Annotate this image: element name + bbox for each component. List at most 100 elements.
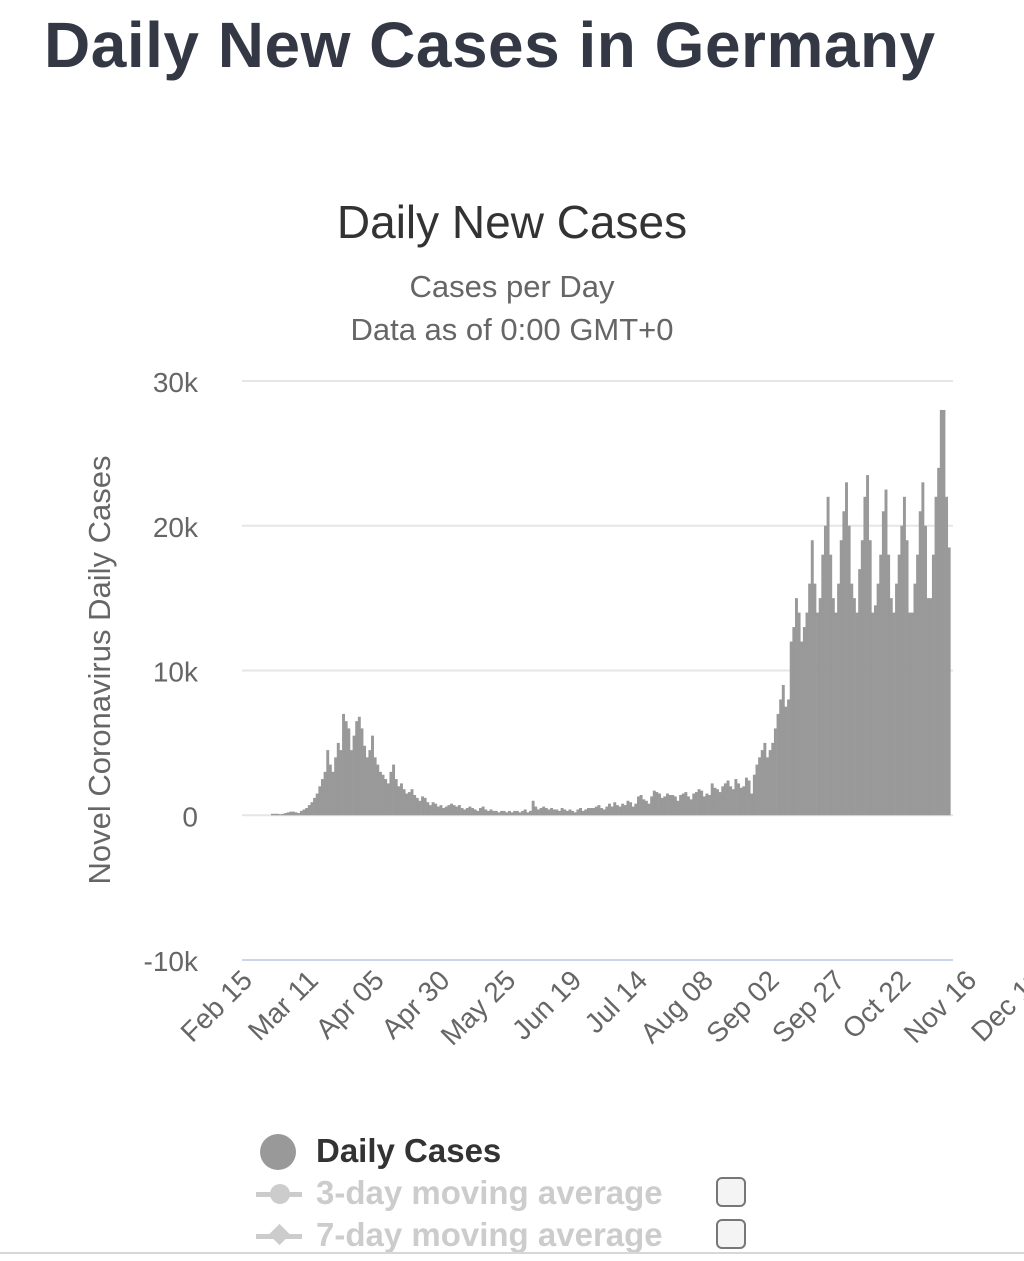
bar [315,793,319,816]
legend-label-3-day-average: 3-day moving average [316,1174,663,1211]
bar [629,802,633,816]
bar [810,540,814,816]
bar [363,745,367,816]
bar [465,808,469,816]
bar [839,540,843,816]
bar [289,811,293,816]
legend-item-7-day-average[interactable]: 7-day moving average [250,1214,810,1256]
checkbox-7-day-average[interactable] [716,1219,746,1249]
bar [605,806,609,816]
bar [473,809,477,816]
bar [421,796,424,816]
bar [829,554,833,816]
bar [734,779,738,816]
bar [444,806,448,816]
bar [660,797,664,816]
bar [845,482,848,816]
bar [586,808,590,816]
y-tick-label: 10k [153,657,199,688]
bar [710,783,714,816]
bar [581,810,585,816]
bar [318,786,322,816]
bar [700,790,704,816]
bar [650,796,654,816]
bar [834,612,838,816]
bar [608,803,611,816]
bar [852,598,856,816]
bar [639,794,643,816]
bar [665,793,669,816]
bar [600,808,604,816]
bar [771,742,775,816]
bar [766,757,769,816]
bar [400,783,403,816]
bar [494,810,498,816]
bar [939,409,943,816]
x-tick-label: Sep 02 [700,964,785,1049]
bar [802,627,806,816]
bar [702,796,706,816]
bar [313,797,317,816]
bar [447,805,451,816]
bar [284,813,288,816]
legend-item-3-day-average[interactable]: 3-day moving average [250,1172,810,1214]
bar [294,812,298,816]
bar [929,598,933,816]
bar [273,813,277,816]
bar [523,809,527,816]
bar [668,794,672,816]
bar [326,750,330,816]
bar [913,583,917,816]
bar [818,598,822,816]
bar [310,802,314,816]
bar [863,496,867,816]
bar [855,612,859,816]
bar [897,554,901,816]
bar [426,802,430,816]
bar [689,799,693,816]
bar [542,806,546,816]
bar [752,774,756,816]
bar [713,787,717,816]
bar [376,764,380,816]
checkbox-3-day-average[interactable] [716,1177,746,1207]
bar [331,771,335,816]
bar [336,742,340,816]
bar [634,803,638,816]
bar [905,540,909,816]
bar [518,812,522,816]
bar [386,783,390,816]
circle-marker-icon [270,1184,290,1204]
bar [371,735,374,816]
bar [655,792,659,816]
bar [800,641,804,816]
bar [681,793,685,816]
bar [431,802,435,816]
bar [942,409,946,816]
bar [887,554,891,816]
y-axis-title: Novel Coronavirus Daily Cases [82,456,117,885]
bar [378,771,382,816]
daily-cases-chart: Daily New Cases Cases per Day Data as of… [82,196,1024,1051]
bar [397,786,401,816]
bar [476,810,480,816]
bar [910,612,914,816]
bar [468,806,472,816]
bar [945,496,949,816]
x-tick-label: Jun 19 [506,964,587,1045]
bar [602,809,606,816]
bar [916,554,920,816]
bar [410,789,414,816]
divider [0,1252,1024,1254]
bar [652,790,656,816]
bar [576,809,580,816]
bar [918,511,922,816]
bar [276,813,280,816]
bar [900,525,904,816]
legend-item-daily-cases[interactable]: Daily Cases [250,1130,810,1172]
bar [758,757,762,816]
bar [452,805,456,816]
bar [342,713,345,816]
bar [874,605,877,816]
bar [286,812,290,816]
